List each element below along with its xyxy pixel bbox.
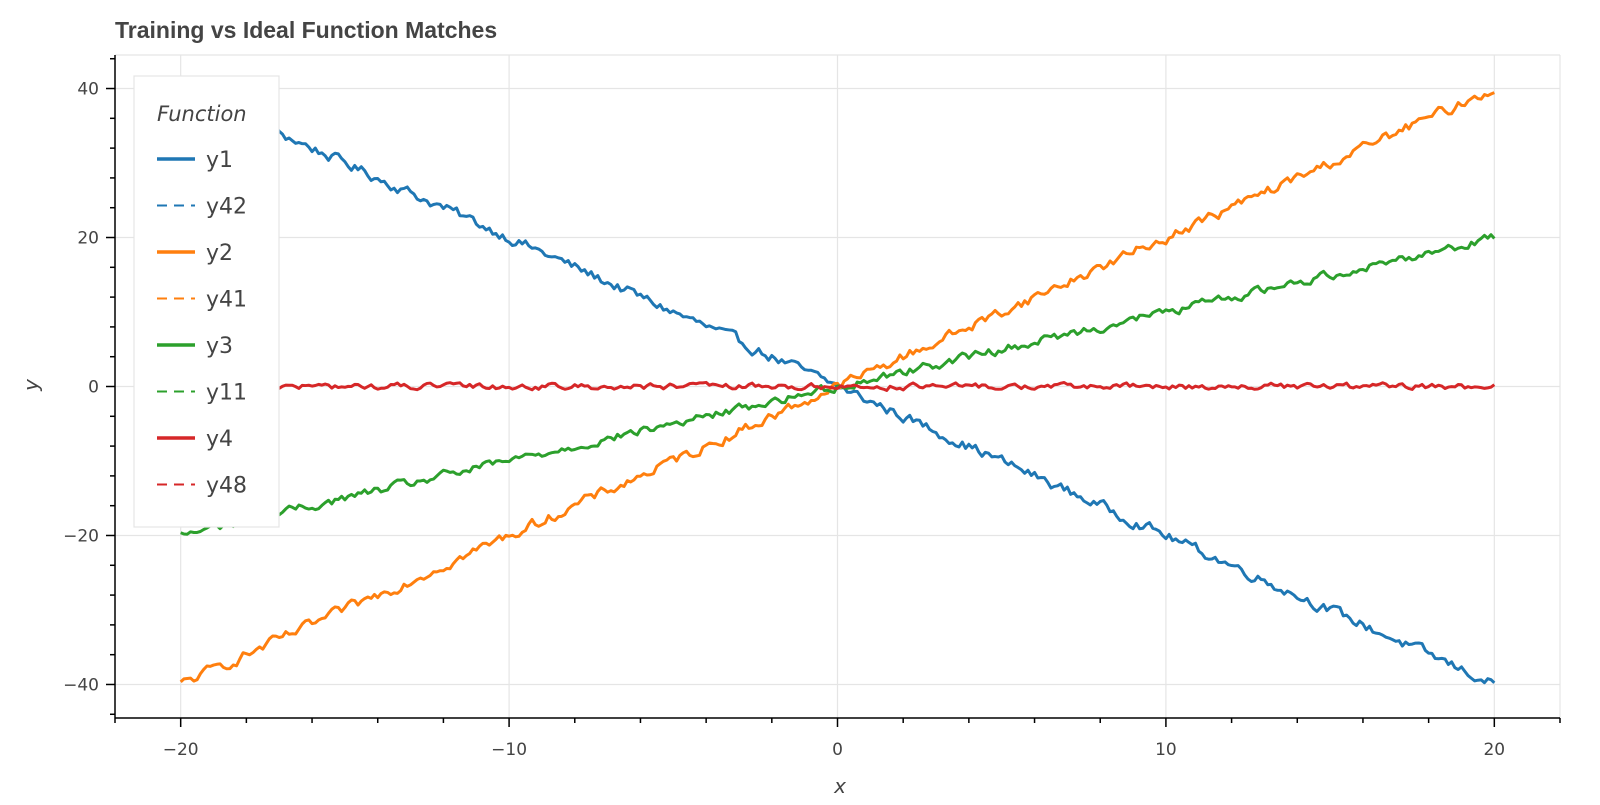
y-tick-label: −40 [63,675,99,695]
y-tick-label: 20 [77,229,99,249]
x-tick-label: 0 [832,740,843,760]
legend-item-y2: y2 [157,241,233,266]
axes: −20 −10 0 10 20 −40 −20 0 20 40 [63,55,1561,760]
legend-label: y11 [206,381,247,406]
legend-item-y4: y4 [157,427,233,452]
chart-title: Training vs Ideal Function Matches [115,17,497,43]
series-group [179,85,1496,685]
y-tick-label: −20 [63,526,99,546]
series-line-y3 [180,233,1496,536]
legend-label: y4 [206,427,233,452]
legend-item-y11: y11 [157,381,247,406]
legend-label: y42 [206,195,247,220]
legend-item-y3: y3 [157,334,233,359]
legend: Function y1 y42 y2 y41 y3 y11 y4 y48 [133,75,280,528]
legend-label: y48 [206,474,247,499]
legend-label: y2 [206,241,233,266]
x-tick-label: −20 [163,740,199,760]
y-tick-label: 40 [77,80,99,100]
legend-label: y41 [206,288,247,313]
legend-item-y41: y41 [157,288,247,313]
legend-item-y1: y1 [157,148,233,173]
x-tick-label: −10 [491,740,527,760]
legend-label: y1 [206,148,233,173]
series-line-y4 [180,380,1496,392]
legend-title: Function [157,102,247,126]
legend-item-y42: y42 [157,195,247,220]
legend-label: y3 [206,334,233,359]
legend-box [133,75,280,528]
series-line-y2 [179,91,1495,683]
legend-item-y48: y48 [157,474,247,499]
x-tick-label: 10 [1155,740,1177,760]
x-axis-label: x [833,774,846,798]
y-axis-label: y [19,378,43,392]
y-tick-label: 0 [88,378,99,398]
x-tick-label: 20 [1483,740,1505,760]
